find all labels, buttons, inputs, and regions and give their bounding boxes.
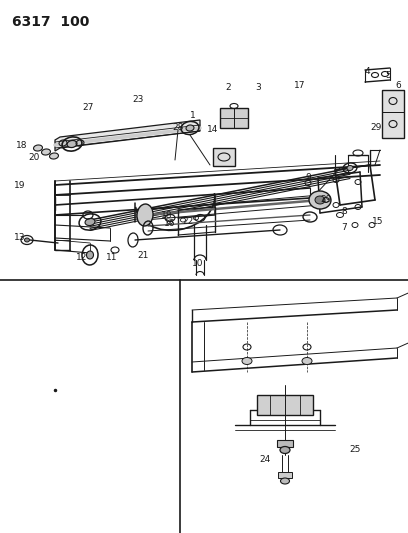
Ellipse shape bbox=[347, 165, 353, 171]
Text: 27: 27 bbox=[82, 103, 94, 112]
Text: 15: 15 bbox=[372, 217, 384, 227]
Text: 18: 18 bbox=[16, 141, 28, 149]
Text: 18: 18 bbox=[161, 211, 173, 220]
Bar bbox=[213, 148, 235, 166]
Text: 7: 7 bbox=[341, 223, 347, 232]
Text: 11: 11 bbox=[106, 254, 118, 262]
Ellipse shape bbox=[280, 447, 290, 454]
Text: 1: 1 bbox=[190, 110, 196, 119]
Ellipse shape bbox=[281, 478, 290, 484]
Text: 6: 6 bbox=[395, 82, 401, 91]
Text: 10: 10 bbox=[192, 259, 204, 268]
Text: 5: 5 bbox=[385, 71, 391, 80]
Text: 12: 12 bbox=[76, 254, 88, 262]
Text: 2: 2 bbox=[225, 84, 231, 93]
Ellipse shape bbox=[86, 251, 93, 259]
Bar bbox=[257, 395, 313, 415]
Ellipse shape bbox=[67, 141, 77, 148]
Ellipse shape bbox=[186, 125, 194, 131]
Ellipse shape bbox=[302, 358, 312, 365]
Bar bbox=[277, 440, 293, 447]
Text: 6317  100: 6317 100 bbox=[12, 15, 89, 29]
Text: 23: 23 bbox=[132, 95, 144, 104]
Ellipse shape bbox=[42, 149, 51, 155]
Ellipse shape bbox=[309, 191, 331, 209]
Text: 19: 19 bbox=[14, 181, 26, 190]
Ellipse shape bbox=[85, 219, 95, 225]
Text: 17: 17 bbox=[294, 80, 306, 90]
Polygon shape bbox=[55, 120, 200, 151]
Text: 4: 4 bbox=[364, 68, 370, 77]
Text: 28: 28 bbox=[172, 124, 184, 133]
Ellipse shape bbox=[315, 196, 325, 204]
Bar bbox=[278, 472, 292, 478]
Text: 20: 20 bbox=[28, 152, 40, 161]
Text: 3: 3 bbox=[255, 84, 261, 93]
Text: 9: 9 bbox=[305, 174, 311, 182]
Text: 29: 29 bbox=[320, 196, 332, 205]
Ellipse shape bbox=[24, 238, 29, 242]
Bar bbox=[382, 90, 404, 112]
Text: 8: 8 bbox=[341, 207, 347, 216]
Text: 25: 25 bbox=[349, 446, 361, 455]
Bar bbox=[220, 108, 248, 128]
Ellipse shape bbox=[137, 204, 153, 226]
Text: 24: 24 bbox=[259, 456, 271, 464]
Ellipse shape bbox=[33, 145, 42, 151]
Text: 14: 14 bbox=[207, 125, 219, 134]
Bar bbox=[382, 90, 404, 138]
Text: 22: 22 bbox=[182, 217, 194, 227]
Text: 29: 29 bbox=[370, 124, 382, 133]
Ellipse shape bbox=[49, 153, 58, 159]
Text: 13: 13 bbox=[14, 233, 26, 243]
Text: 21: 21 bbox=[137, 251, 149, 260]
Text: 16: 16 bbox=[164, 220, 176, 229]
Ellipse shape bbox=[242, 358, 252, 365]
